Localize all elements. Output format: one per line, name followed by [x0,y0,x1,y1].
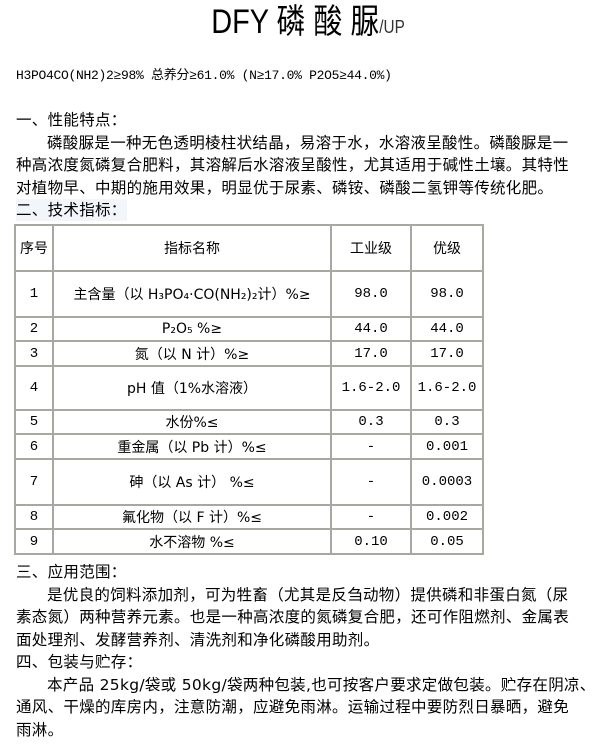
cell-premium: 1.6-2.0 [410,365,484,411]
cell-name: pH 值（1%水溶液） [52,365,332,411]
header-cell: 优级 [410,224,484,272]
cell-premium: 0.0003 [410,458,484,506]
cell-index: 7 [14,458,54,506]
cell-name: 氮（以 N 计）%≥ [52,340,332,367]
cell-name: 重金属（以 Pb 计）%≤ [52,433,332,460]
cell-index: 6 [14,433,54,460]
title-main: DFY 磷 酸 脲 [211,3,380,41]
paragraph-line: 素态氮）两种营养元素。也是一种高浓度的氮磷复合肥，还可作阻燃剂、金属表 [16,608,570,626]
table-row: 8 氟化物（以 F 计）%≤ -0.002 [14,504,484,530]
cell-industrial: - [330,504,412,530]
spec-table: 序号 指标名称 工业级 优级 1 主含量（以 H₃PO₄·CO(NH₂)₂计）%≥… [14,224,484,555]
paragraph-line: 面处理剂、发酵营养剂、清洗剂和净化磷酸用助剂。 [16,631,380,649]
table-row: 7 砷（以 As 计） %≤ -0.0003 [14,458,484,506]
header-cell: 序号 [14,224,54,272]
cell-index: 5 [14,409,54,435]
table-row: 3 氮（以 N 计）%≥ 17.0 17.0 [14,340,484,367]
page-title: DFY 磷 酸 脲/UP [46,2,570,47]
table-row: 2 P₂O₅ %≥ 44.0 44.0 [14,316,484,342]
cell-index: 9 [14,528,54,555]
cell-index: 3 [14,340,54,367]
cell-industrial: 1.6-2.0 [330,365,412,411]
table-row: 6 重金属（以 Pb 计）%≤ -0.001 [14,433,484,460]
cell-premium: 17.0 [410,340,484,367]
paragraph-line: 磷酸脲是一种无色透明棱柱状结晶，易溶于水，水溶液呈酸性。磷酸脲是一 [47,134,569,152]
header-cell: 工业级 [330,224,412,272]
cell-premium: 0.002 [410,504,484,530]
cell-name: P₂O₅ %≥ [52,316,332,342]
cell-industrial: 98.0 [330,270,412,318]
cell-premium: 44.0 [410,316,484,342]
cell-name: 氟化物（以 F 计）%≤ [52,504,332,530]
section-heading: 一、性能特点： [16,111,127,129]
table-row: 4 pH 值（1%水溶液） 1.6-2.0 1.6-2.0 [14,365,484,411]
section-heading: 四、包装与贮存： [16,653,143,671]
cell-industrial: 0.3 [330,409,412,435]
cell-industrial: 44.0 [330,316,412,342]
table-row: 9 水不溶物 %≤ 0.10 0.05 [14,528,484,555]
cell-index: 1 [14,270,54,318]
paragraph-line: 本产品 25kg/袋或 50kg/袋两种包装,也可按客户要求定做包装。贮存在阴凉… [47,676,596,694]
cell-premium: 0.001 [410,433,484,460]
paragraph-line: 种高浓度氮磷复合肥料，其溶解后水溶液呈酸性，尤其适用于碱性土壤。其特性 [16,156,570,174]
cell-premium: 98.0 [410,270,484,318]
paragraph-line: 雨淋。 [16,721,64,739]
cell-index: 8 [14,504,54,530]
formula-line: H3PO4CO(NH2)2≥98% 总养分≥61.0% (N≥17.0% P2O… [16,68,392,83]
cell-industrial: - [330,433,412,460]
title-suffix: /UP [379,17,405,37]
paragraph-line: 对植物早、中期的施用效果，明显优于尿素、磷铵、磷酸二氢钾等传统化肥。 [16,179,554,197]
cell-name: 水不溶物 %≤ [52,528,332,555]
cell-index: 4 [14,365,54,411]
paragraph-line: 是优良的饲料添加剂，可为牲畜（尤其是反刍动物）提供磷和非蛋白氮（尿 [47,586,569,604]
section-heading: 二、技术指标： [16,199,127,221]
table-row: 1 主含量（以 H₃PO₄·CO(NH₂)₂计）%≥ 98.0 98.0 [14,270,484,318]
cell-name: 砷（以 As 计） %≤ [52,458,332,506]
cell-premium: 0.3 [410,409,484,435]
table-row: 5 水份%≤ 0.3 0.3 [14,409,484,435]
cell-industrial: - [330,458,412,506]
table-header-row: 序号 指标名称 工业级 优级 [14,224,484,272]
cell-premium: 0.05 [410,528,484,555]
cell-name: 主含量（以 H₃PO₄·CO(NH₂)₂计）%≥ [52,270,332,318]
paragraph-line: 通风、干燥的库房内，注意防潮，应避免雨淋。运输过程中要防烈日暴晒，避免 [16,698,570,716]
section-heading: 三、应用范围： [16,563,127,581]
cell-index: 2 [14,316,54,342]
header-cell: 指标名称 [52,224,332,272]
cell-industrial: 17.0 [330,340,412,367]
cell-name: 水份%≤ [52,409,332,435]
cell-industrial: 0.10 [330,528,412,555]
